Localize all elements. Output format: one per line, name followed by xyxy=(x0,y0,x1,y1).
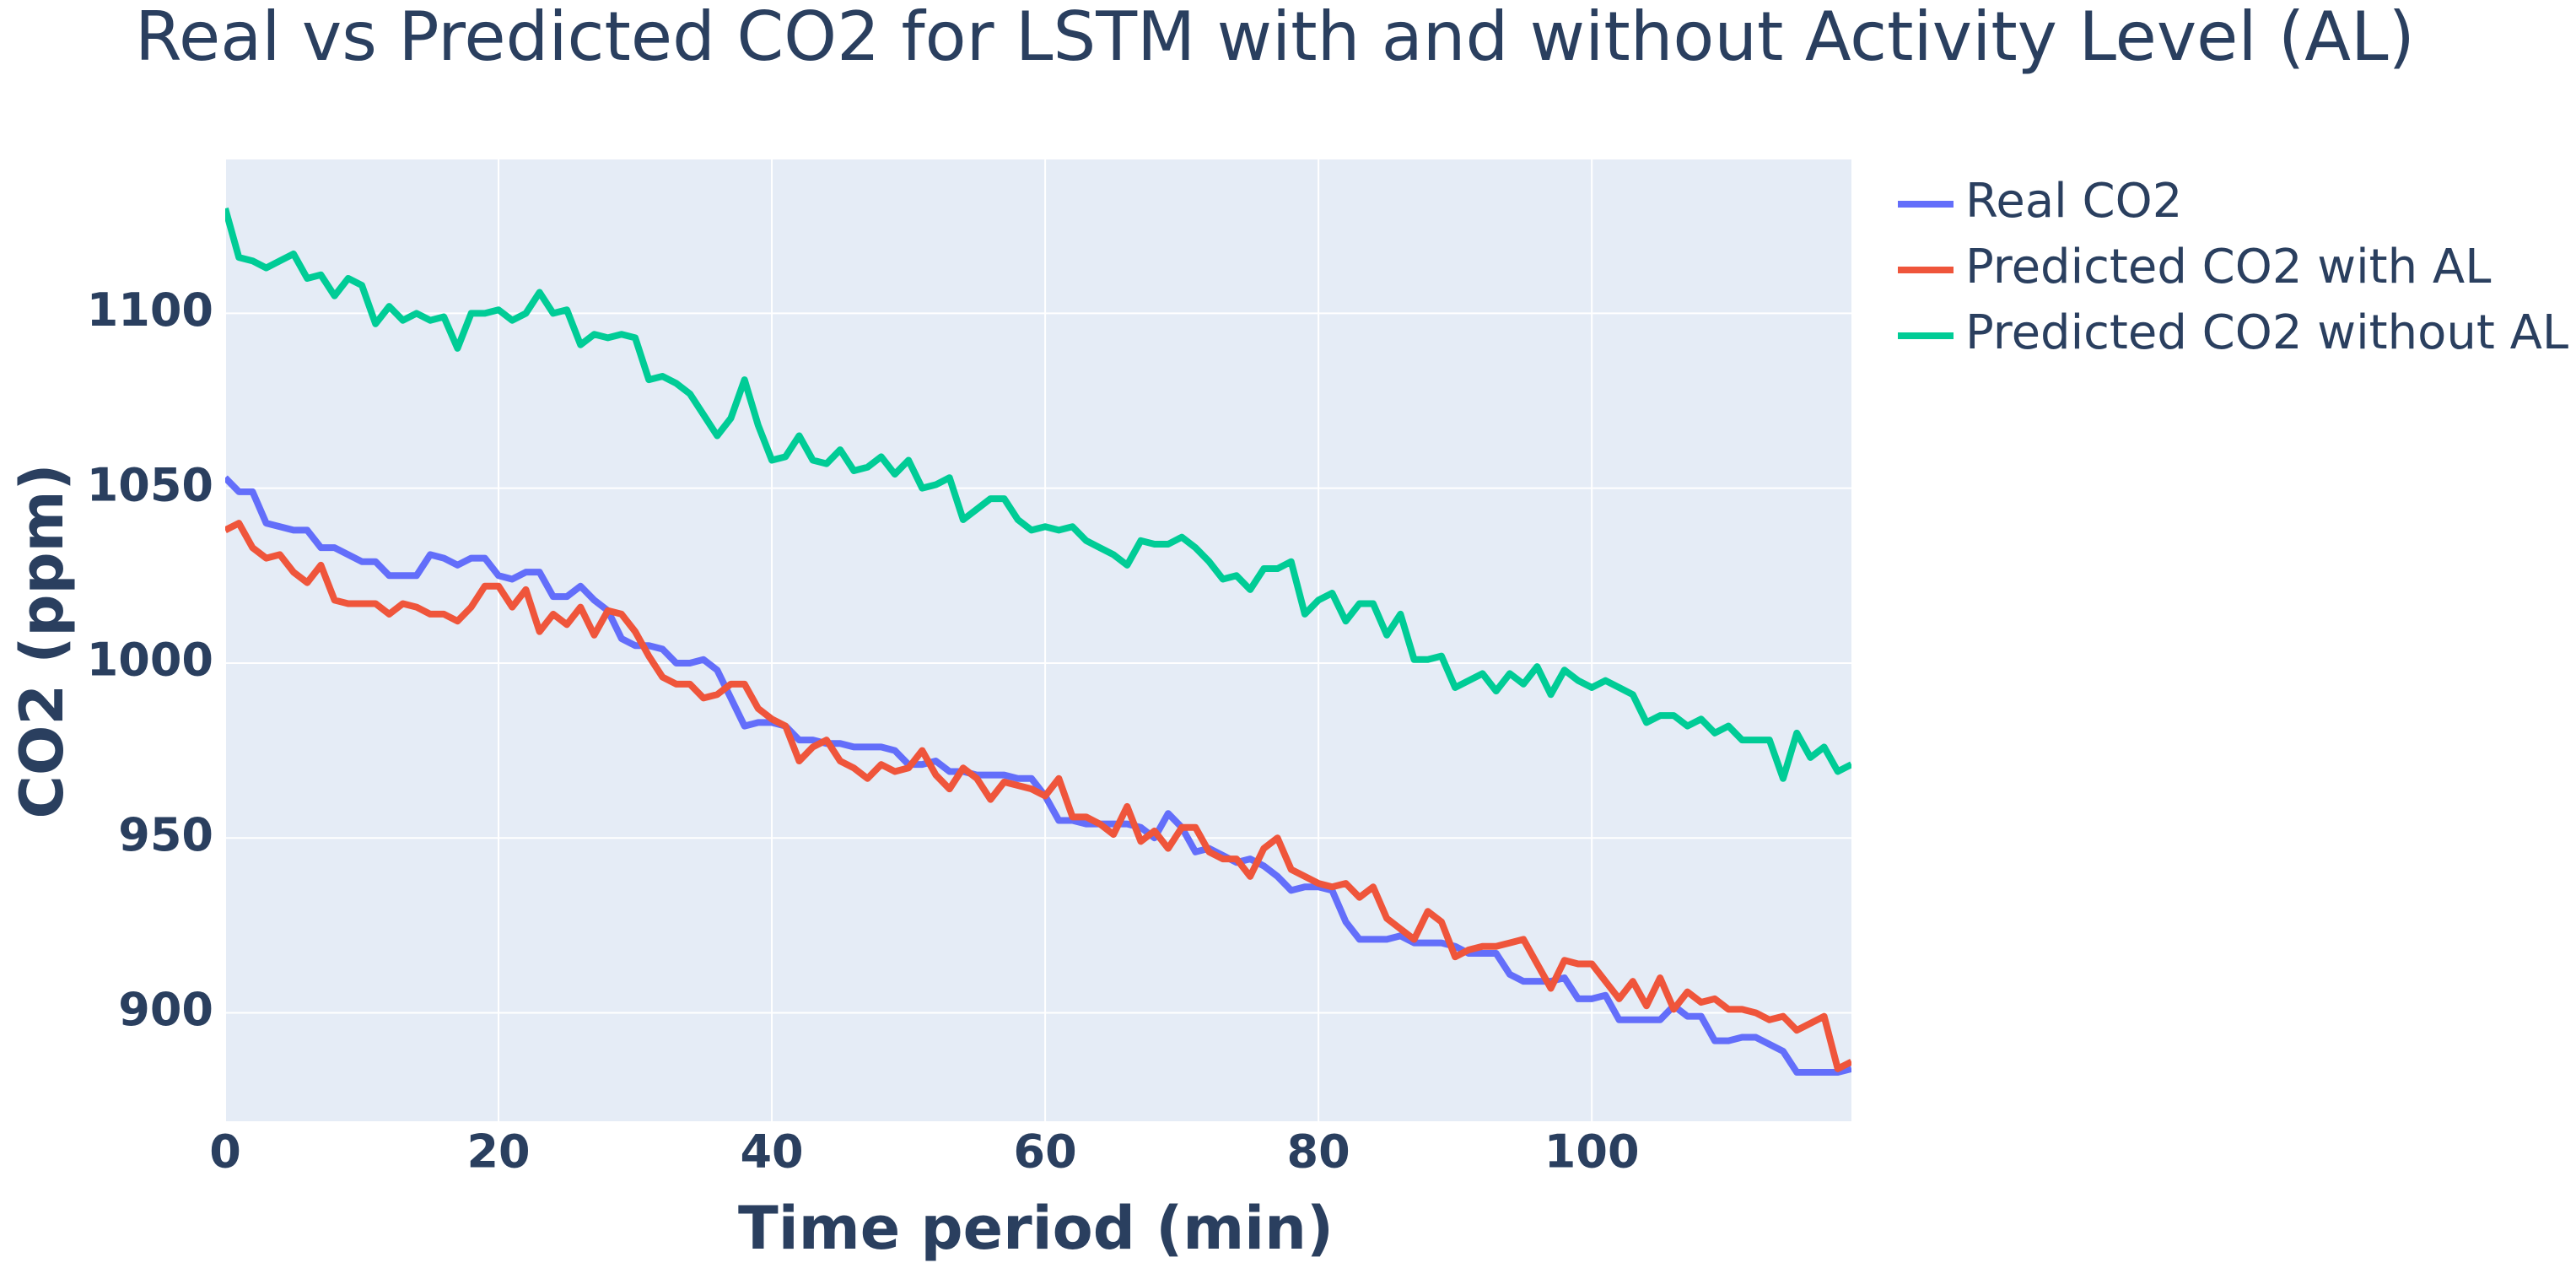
y-tick-label: 1100 xyxy=(87,283,213,337)
legend-label: Predicted CO2 without AL xyxy=(1965,305,2568,360)
chart-title: Real vs Predicted CO2 for LSTM with and … xyxy=(135,0,2415,76)
plot-background xyxy=(225,159,1851,1121)
legend-label: Predicted CO2 with AL xyxy=(1965,240,2491,294)
x-tick-label: 80 xyxy=(1287,1125,1350,1179)
x-tick-label: 20 xyxy=(466,1125,530,1179)
series-line xyxy=(225,520,1851,1072)
legend-label: Real CO2 xyxy=(1965,174,2182,229)
x-tick-label: 60 xyxy=(1014,1125,1077,1179)
x-tick-label: 100 xyxy=(1544,1125,1640,1179)
y-tick-label: 1050 xyxy=(87,458,213,511)
series-line xyxy=(225,207,1851,782)
y-tick-label: 900 xyxy=(118,983,213,1036)
y-tick-label: 1000 xyxy=(87,634,213,687)
x-axis-title: Time period (min) xyxy=(738,1194,1334,1263)
x-tick-label: 0 xyxy=(209,1125,241,1179)
x-tick-label: 40 xyxy=(740,1125,803,1179)
series-line xyxy=(225,475,1851,1076)
y-tick-label: 950 xyxy=(118,808,213,861)
y-axis-title: CO2 (ppm) xyxy=(8,463,77,818)
